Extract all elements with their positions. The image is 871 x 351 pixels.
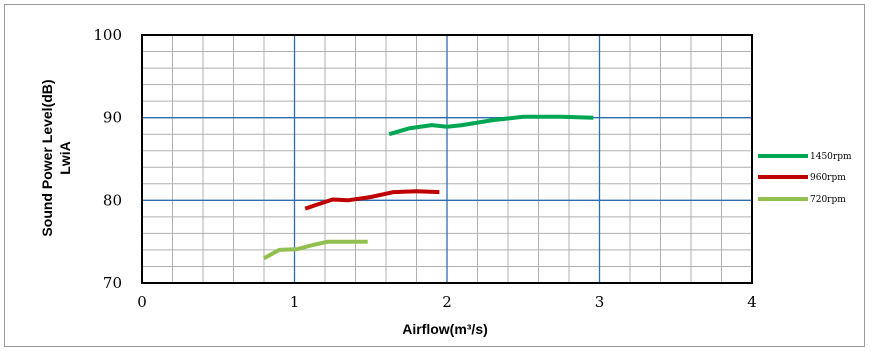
series-line-1450rpm: [388, 114, 594, 137]
y-tick-label: 90: [103, 109, 122, 127]
y-axis-subtitle: LwiA: [57, 141, 73, 174]
x-tick-label: 3: [595, 293, 605, 311]
y-tick-labels: 70 80 90 100: [93, 26, 122, 292]
series-line-960rpm: [304, 189, 440, 211]
x-axis-title: Airflow(m³/s): [402, 321, 488, 337]
x-tick-label: 1: [290, 293, 300, 311]
series-line-720rpm: [263, 239, 368, 260]
y-tick-label: 100: [93, 26, 122, 44]
legend-label-960rpm: 960rpm: [810, 173, 846, 183]
x-tick-label: 2: [442, 293, 452, 311]
legend-label-1450rpm: 1450rpm: [810, 152, 852, 162]
x-tick-labels: 0 1 2 3 4: [137, 293, 757, 311]
plot-border: [141, 34, 753, 284]
series-layer: [263, 114, 594, 260]
y-axis-title: Sound Power Level(dB): [39, 79, 55, 236]
legend-label-720rpm: 720rpm: [810, 195, 846, 205]
y-tick-label: 80: [103, 191, 122, 209]
x-tick-label: 4: [747, 293, 757, 311]
major-grid: [142, 35, 752, 283]
x-tick-label: 0: [137, 293, 147, 311]
plot-area: [141, 34, 753, 284]
y-tick-label: 70: [103, 274, 122, 292]
legend: 1450rpm 960rpm 720rpm: [758, 152, 852, 205]
